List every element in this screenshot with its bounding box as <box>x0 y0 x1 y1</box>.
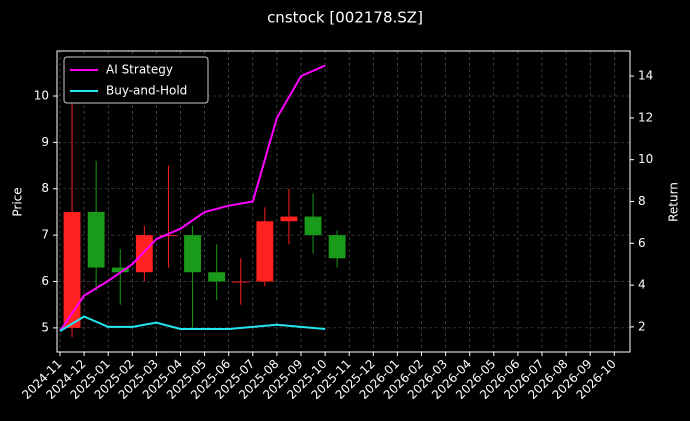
y-axis-label: Price <box>11 187 25 216</box>
y-tick-label: 5 <box>41 320 49 334</box>
candle-body <box>328 235 346 259</box>
chart-title: cnstock [002178.SZ] <box>267 9 423 27</box>
candle-body <box>280 216 298 222</box>
series-line <box>59 315 326 332</box>
candle-body <box>256 221 274 282</box>
y2-tick-label: 8 <box>638 194 646 208</box>
y2-tick-label: 4 <box>638 278 646 292</box>
legend-label: AI Strategy <box>106 63 173 77</box>
candle-body <box>232 281 250 283</box>
y-tick-label: 6 <box>41 274 49 288</box>
candle-body <box>184 235 201 273</box>
candle-body <box>111 267 129 273</box>
y-tick-label: 7 <box>41 228 49 242</box>
y-tick-label: 8 <box>41 181 49 195</box>
y2-tick-label: 10 <box>638 152 653 166</box>
y2-tick-label: 6 <box>638 236 646 250</box>
y-tick-label: 9 <box>41 135 49 149</box>
candle-body <box>135 235 153 273</box>
candle-body <box>304 216 322 236</box>
candle-body <box>160 235 177 237</box>
candle-body <box>87 211 105 268</box>
series-line <box>59 64 326 332</box>
candle-body <box>208 272 226 282</box>
legend-box <box>63 56 209 104</box>
legend-label: Buy-and-Hold <box>106 84 187 98</box>
plot-frame <box>56 50 631 353</box>
y2-tick-label: 12 <box>638 110 653 124</box>
y2-tick-label: 2 <box>638 319 646 333</box>
candle-body <box>63 211 81 328</box>
y2-axis-label: Return <box>667 182 681 222</box>
y2-tick-label: 14 <box>638 69 653 83</box>
y-tick-label: 10 <box>34 88 49 102</box>
